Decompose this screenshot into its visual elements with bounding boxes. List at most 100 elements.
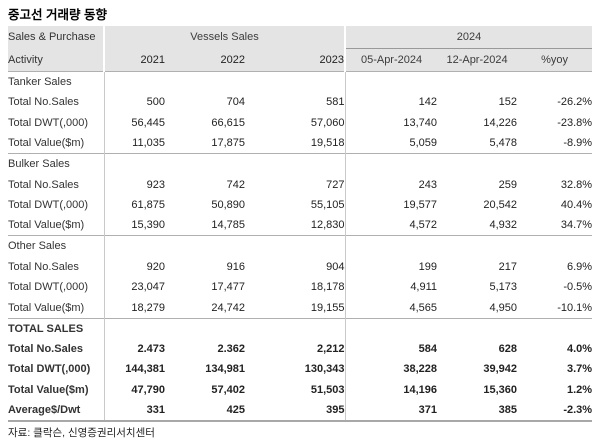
row-label: Total DWT(,000) xyxy=(8,281,89,294)
row-label: Total No.Sales xyxy=(8,178,79,191)
row-label: Total DWT(,000) xyxy=(8,363,91,376)
empty-cell xyxy=(437,72,517,93)
value-cell: 66,615 xyxy=(211,116,245,129)
value-cell: 15,360 xyxy=(483,383,518,396)
empty-cell xyxy=(165,235,245,257)
value-cell: 5,478 xyxy=(489,137,518,150)
value-cell: 15,390 xyxy=(103,215,165,236)
empty-cell xyxy=(344,317,438,339)
header-sales-purchase: Sales & Purchase xyxy=(8,26,104,49)
value-cell: 243 xyxy=(344,174,438,195)
value-cell: 14,785 xyxy=(211,219,245,232)
value-cell: -26.2% xyxy=(557,96,593,109)
section-title: Other Sales xyxy=(8,235,104,257)
value-cell: 32.8% xyxy=(560,178,593,191)
value-cell: 38,228 xyxy=(344,359,438,380)
value-cell: 4.0% xyxy=(566,342,593,355)
value-cell: 14,226 xyxy=(483,116,518,129)
header-activity: Activity xyxy=(8,48,104,72)
value-cell: 259 xyxy=(498,178,518,191)
value-cell: 14,196 xyxy=(344,379,438,401)
value-cell: 12,830 xyxy=(310,219,345,232)
table-row: Total No.Sales 923 742 727 243 259 32.8% xyxy=(8,174,592,195)
value-cell: 5,173 xyxy=(489,281,518,294)
empty-cell xyxy=(245,235,346,257)
empty-cell xyxy=(344,71,438,93)
header-date-12apr: 12-Apr-2024 xyxy=(437,48,518,72)
value-cell: 6.9% xyxy=(566,260,593,273)
row-label: Total No.Sales xyxy=(8,96,79,109)
empty-cell xyxy=(344,235,438,257)
row-label: Total DWT(,000) xyxy=(8,116,89,129)
row-label: Total Value($m) xyxy=(8,383,89,396)
value-cell: 923 xyxy=(103,174,165,195)
value-cell: 47,790 xyxy=(103,379,165,401)
value-cell: 61,875 xyxy=(103,194,165,216)
value-cell: 13,740 xyxy=(344,112,438,134)
value-cell: 584 xyxy=(344,338,438,360)
empty-cell xyxy=(344,153,438,175)
value-cell: 2.473 xyxy=(103,338,165,360)
empty-cell xyxy=(517,317,593,339)
section-header-row: Other Sales xyxy=(8,235,593,257)
row-label: Total DWT(,000) xyxy=(8,199,89,212)
empty-cell xyxy=(165,72,245,93)
empty-cell xyxy=(103,235,165,257)
table-row: Total Value($m) 47,790 57,402 51,503 14,196 1… xyxy=(8,379,593,401)
row-label: Total Value($m) xyxy=(8,219,85,232)
value-cell: 4,911 xyxy=(344,276,438,298)
table-row: Average$/Dwt 331 425 395 371 385 -2.3% xyxy=(8,400,592,421)
empty-cell xyxy=(165,153,245,175)
table-row: Total DWT(,000) 23,047 17,477 18,178 4,911 5,… xyxy=(8,276,593,298)
table-row: Total DWT(,000) 61,875 50,890 55,105 19,577 2… xyxy=(8,194,592,216)
empty-cell xyxy=(517,72,592,93)
value-cell: 628 xyxy=(498,342,518,355)
value-cell: 916 xyxy=(226,260,245,273)
value-cell: 17,875 xyxy=(211,137,245,150)
value-cell: 1.2% xyxy=(566,383,593,396)
table-row: Total Value($m) 18,279 24,742 19,155 4,565 4,… xyxy=(8,297,593,319)
value-cell: 727 xyxy=(326,178,345,191)
value-cell: -0.5% xyxy=(563,281,593,294)
value-cell: 130,343 xyxy=(304,363,345,376)
empty-cell xyxy=(103,71,165,93)
value-cell: 20,542 xyxy=(483,199,518,212)
header-year-2022: 2022 xyxy=(165,48,245,72)
header-row-columns: Activity 2021 2022 2023 05-Apr-2024 12-A… xyxy=(8,48,593,72)
value-cell: 134,981 xyxy=(205,363,245,376)
header-group-vessels-sales: Vessels Sales xyxy=(102,26,346,49)
value-cell: 51,503 xyxy=(310,383,345,396)
value-cell: 18,279 xyxy=(103,297,165,319)
value-cell: 920 xyxy=(103,256,165,277)
header-year-2023: 2023 xyxy=(245,48,346,72)
page-title: 중고선 거래량 동향 xyxy=(8,8,107,22)
value-cell: 581 xyxy=(326,96,345,109)
value-cell: 500 xyxy=(103,92,165,113)
empty-cell xyxy=(245,317,346,339)
value-cell: 385 xyxy=(498,404,518,417)
table-row: Total No.Sales 920 916 904 199 217 6.9% xyxy=(8,256,592,277)
section-title: Bulker Sales xyxy=(8,153,104,175)
header-date-05apr: 05-Apr-2024 xyxy=(344,48,438,72)
value-cell: 24,742 xyxy=(211,301,245,314)
value-cell: 5,059 xyxy=(344,133,438,154)
value-cell: -2.3% xyxy=(563,404,593,417)
empty-cell xyxy=(437,153,518,175)
table-row: Total DWT(,000) 56,445 66,615 57,060 13,740 1… xyxy=(8,112,592,134)
value-cell: 57,060 xyxy=(310,116,345,129)
value-cell: 55,105 xyxy=(310,199,345,212)
value-cell: -10.1% xyxy=(557,301,593,314)
section-header-row: Bulker Sales xyxy=(8,153,593,175)
value-cell: 56,445 xyxy=(103,112,165,134)
row-label: Total No.Sales xyxy=(8,260,79,273)
table-row: Total No.Sales 500 704 581 142 152 -26.2% xyxy=(8,92,592,113)
value-cell: 4,950 xyxy=(489,301,518,314)
value-cell: 17,477 xyxy=(211,281,245,294)
empty-cell xyxy=(245,72,345,93)
value-cell: 19,155 xyxy=(310,301,345,314)
source-note: 자료: 클락슨, 신영증권리서치센터 xyxy=(8,427,155,439)
table-row: Total Value($m) 11,035 17,875 19,518 5,059 5,… xyxy=(8,133,592,154)
value-cell: 904 xyxy=(326,260,345,273)
table-row: Total DWT(,000) 144,381 134,981 130,343 38,2… xyxy=(8,359,592,380)
empty-cell xyxy=(517,235,593,257)
